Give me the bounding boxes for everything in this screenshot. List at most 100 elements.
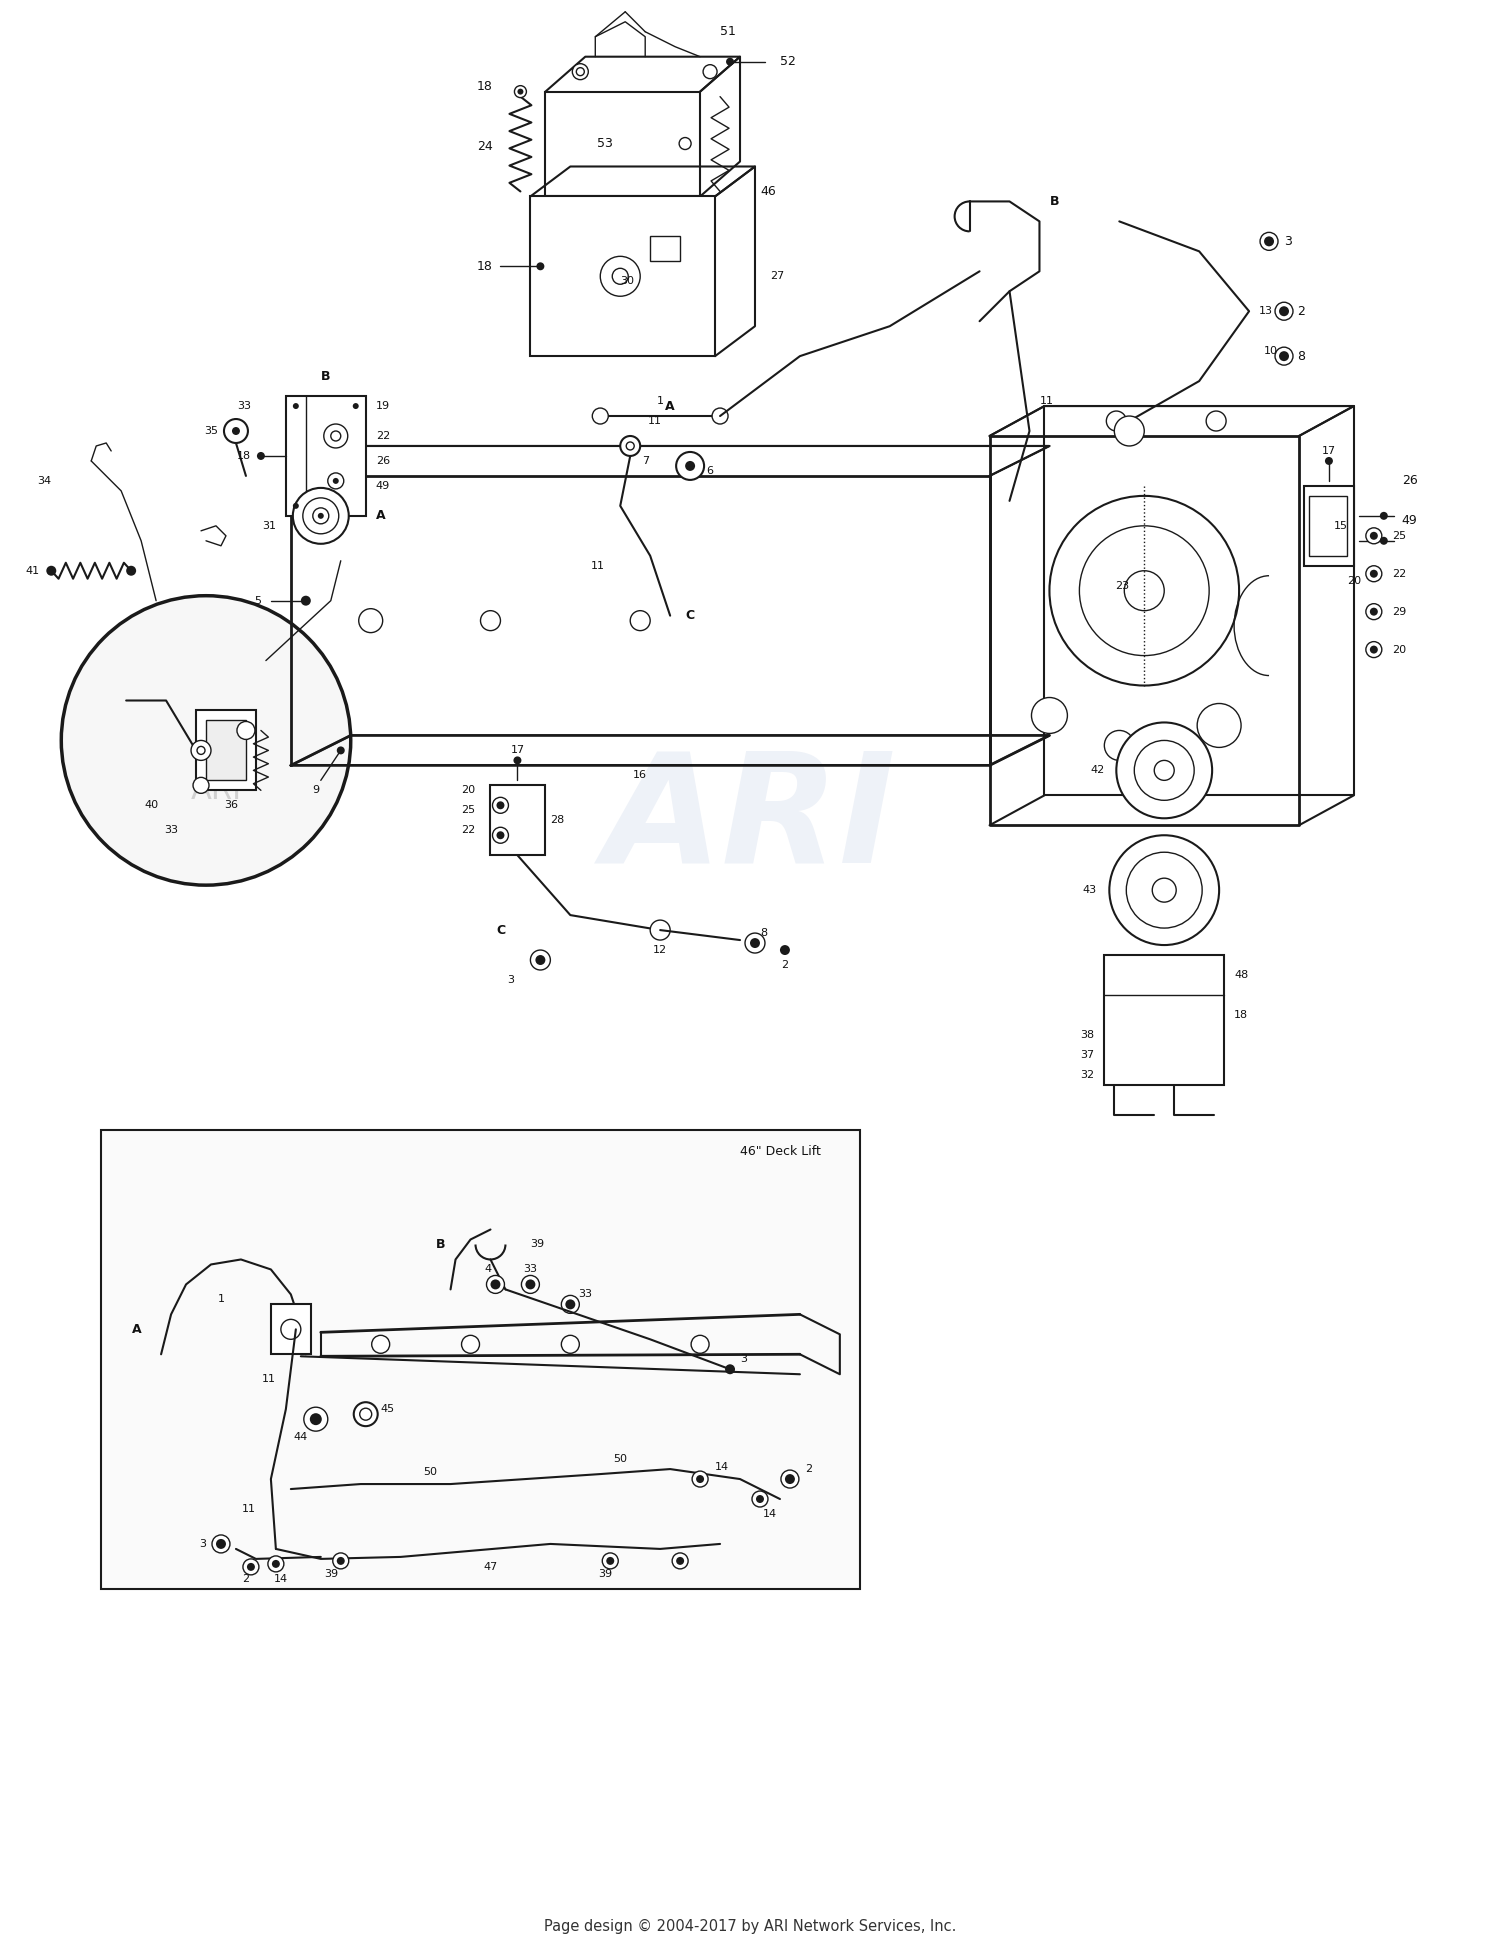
Bar — [1304, 485, 1354, 565]
Text: 27: 27 — [770, 272, 784, 281]
Bar — [650, 237, 680, 262]
Circle shape — [531, 949, 550, 970]
Text: 22: 22 — [462, 825, 476, 835]
Circle shape — [232, 427, 240, 435]
Circle shape — [1125, 571, 1164, 611]
Text: 3: 3 — [740, 1355, 747, 1365]
Text: 18: 18 — [237, 450, 250, 460]
Text: 47: 47 — [483, 1563, 498, 1572]
Circle shape — [600, 256, 640, 297]
Circle shape — [704, 64, 717, 80]
Text: 17: 17 — [510, 745, 525, 755]
Circle shape — [1280, 351, 1288, 361]
Circle shape — [696, 1475, 703, 1483]
Bar — [206, 720, 246, 780]
Circle shape — [561, 1335, 579, 1353]
Text: 39: 39 — [324, 1568, 338, 1578]
Circle shape — [592, 408, 609, 423]
Circle shape — [626, 443, 634, 450]
Circle shape — [680, 138, 692, 149]
Text: 11: 11 — [1040, 396, 1053, 406]
Text: 40: 40 — [144, 800, 158, 809]
Text: 11: 11 — [242, 1504, 256, 1514]
Circle shape — [1275, 347, 1293, 365]
Circle shape — [672, 1553, 688, 1568]
Circle shape — [1114, 415, 1144, 446]
Text: 7: 7 — [642, 456, 650, 466]
Circle shape — [328, 474, 344, 489]
Text: 2: 2 — [782, 961, 789, 970]
Circle shape — [536, 955, 546, 965]
Circle shape — [1366, 642, 1382, 658]
Circle shape — [333, 477, 339, 483]
Text: ARI: ARI — [603, 745, 897, 895]
Circle shape — [1126, 852, 1202, 928]
Bar — [531, 196, 716, 355]
Circle shape — [1206, 411, 1225, 431]
Circle shape — [46, 565, 57, 576]
Circle shape — [190, 740, 211, 761]
Text: 25: 25 — [1392, 530, 1406, 542]
Text: B: B — [321, 369, 330, 382]
Circle shape — [1264, 237, 1274, 247]
Text: 19: 19 — [375, 402, 390, 411]
Text: 31: 31 — [262, 520, 276, 530]
Circle shape — [62, 596, 351, 885]
Circle shape — [1110, 835, 1220, 945]
Text: 12: 12 — [652, 945, 668, 955]
Text: 14: 14 — [274, 1574, 288, 1584]
Circle shape — [1324, 456, 1334, 466]
Text: 3: 3 — [1284, 235, 1292, 248]
Text: 18: 18 — [477, 80, 492, 93]
Circle shape — [750, 938, 760, 947]
Circle shape — [303, 499, 339, 534]
Circle shape — [1032, 697, 1068, 734]
Circle shape — [372, 1335, 390, 1353]
Circle shape — [522, 1275, 540, 1293]
Text: B: B — [436, 1238, 445, 1252]
Circle shape — [1366, 565, 1382, 582]
Circle shape — [243, 1559, 260, 1574]
Circle shape — [525, 1279, 536, 1289]
Text: 3: 3 — [507, 974, 515, 984]
Text: 14: 14 — [764, 1508, 777, 1520]
Circle shape — [756, 1495, 764, 1502]
Text: 8: 8 — [1298, 349, 1305, 363]
Text: 30: 30 — [620, 276, 634, 285]
Circle shape — [126, 565, 136, 576]
Circle shape — [304, 1407, 328, 1431]
Text: 41: 41 — [26, 565, 39, 576]
Text: 32: 32 — [1080, 1069, 1095, 1079]
Text: 49: 49 — [375, 481, 390, 491]
Circle shape — [518, 89, 524, 95]
Text: 26: 26 — [1402, 474, 1417, 487]
Circle shape — [332, 431, 340, 441]
Text: 10: 10 — [1264, 345, 1278, 355]
Text: 50: 50 — [614, 1454, 627, 1464]
Text: ARI: ARI — [190, 776, 242, 806]
Text: A: A — [132, 1324, 141, 1335]
Circle shape — [338, 1557, 345, 1564]
Text: 20: 20 — [1347, 576, 1360, 586]
Circle shape — [1380, 538, 1388, 545]
Circle shape — [194, 776, 208, 794]
Text: A: A — [666, 400, 675, 413]
Circle shape — [268, 1557, 284, 1572]
Text: 16: 16 — [633, 771, 646, 780]
Text: 35: 35 — [204, 425, 218, 437]
Text: B: B — [1050, 194, 1059, 208]
Circle shape — [1366, 528, 1382, 543]
Circle shape — [561, 1295, 579, 1314]
Text: 28: 28 — [550, 815, 564, 825]
Circle shape — [272, 1561, 280, 1568]
Text: 45: 45 — [381, 1403, 394, 1415]
Circle shape — [1370, 532, 1378, 540]
Text: 37: 37 — [1080, 1050, 1095, 1060]
Circle shape — [576, 68, 585, 76]
Circle shape — [676, 452, 703, 479]
Circle shape — [780, 945, 790, 955]
Circle shape — [692, 1471, 708, 1487]
Circle shape — [352, 404, 358, 410]
Text: 44: 44 — [294, 1432, 307, 1442]
Bar — [546, 91, 700, 196]
